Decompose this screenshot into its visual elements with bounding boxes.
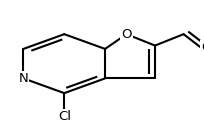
Text: Cl: Cl [58, 110, 71, 123]
Text: O: O [121, 28, 132, 41]
Text: O: O [201, 41, 204, 54]
Text: N: N [19, 72, 28, 85]
